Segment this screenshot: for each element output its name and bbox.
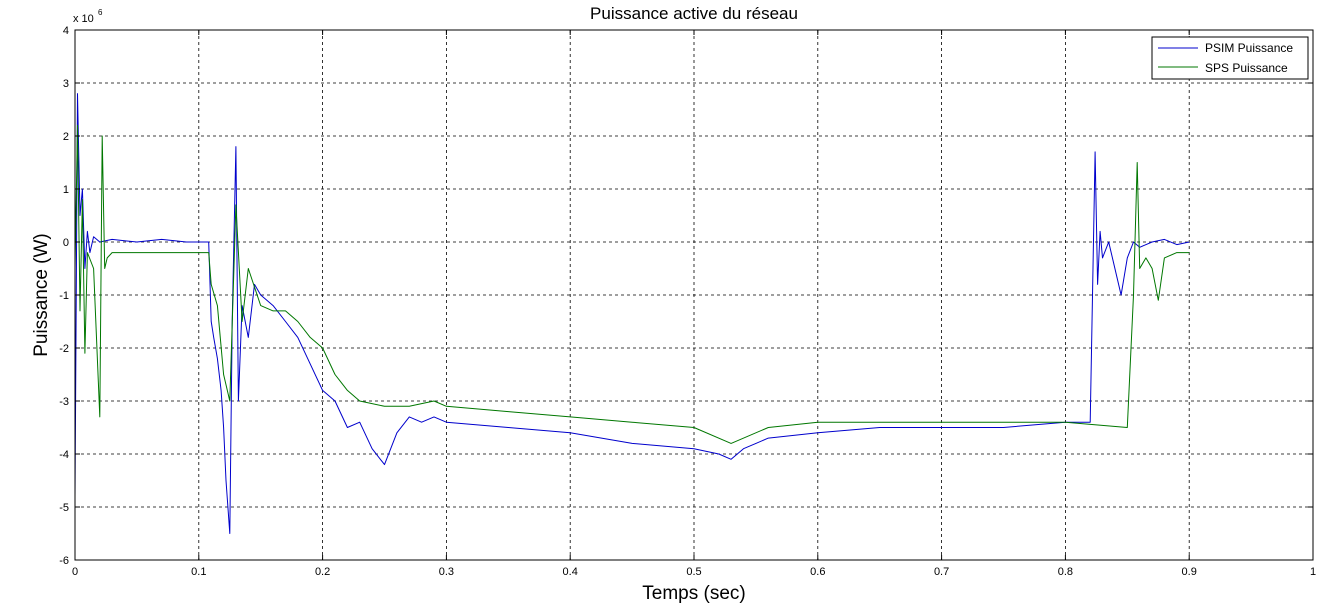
y-tick-label-2: -4 bbox=[59, 449, 69, 461]
y-exponent-base: x 10 bbox=[73, 13, 94, 25]
legend-label-sps: SPS Puissance bbox=[1205, 61, 1288, 75]
x-tick-label-3: 0.3 bbox=[439, 566, 454, 578]
y-tick-label-5: -1 bbox=[59, 290, 69, 302]
x-tick-label-2: 0.2 bbox=[315, 566, 330, 578]
series-line-sps bbox=[74, 124, 1190, 444]
x-tick-label-4: 0.4 bbox=[563, 566, 578, 578]
y-tick-label-6: 0 bbox=[63, 237, 69, 249]
legend: PSIM Puissance SPS Puissance bbox=[1151, 36, 1309, 80]
x-tick-label-8: 0.8 bbox=[1058, 566, 1073, 578]
y-tick-label-3: -3 bbox=[59, 396, 69, 408]
y-tick-label-4: -2 bbox=[59, 343, 69, 355]
x-axis-ticks: 0 0.1 0.2 0.3 0.4 0.5 0.6 0.7 0.8 0.9 1 bbox=[72, 30, 1316, 578]
chart-title: Puissance active du réseau bbox=[590, 4, 798, 23]
x-tick-label-7: 0.7 bbox=[934, 566, 949, 578]
x-tick-label-0: 0 bbox=[72, 566, 78, 578]
y-tick-label-1: -5 bbox=[59, 502, 69, 514]
legend-box bbox=[1151, 36, 1309, 80]
grid bbox=[75, 30, 1313, 560]
legend-label-psim: PSIM Puissance bbox=[1205, 41, 1293, 55]
x-tick-label-9: 0.9 bbox=[1182, 566, 1197, 578]
x-tick-label-5: 0.5 bbox=[686, 566, 701, 578]
y-tick-label-0: -6 bbox=[59, 555, 69, 567]
series-line-psim bbox=[74, 93, 1190, 534]
y-axis-ticks: -6 -5 -4 -3 -2 -1 0 1 2 3 4 bbox=[59, 25, 1313, 567]
x-axis-label: Temps (sec) bbox=[642, 583, 745, 604]
x-tick-label-6: 0.6 bbox=[810, 566, 825, 578]
y-tick-label-7: 1 bbox=[63, 184, 69, 196]
y-exponent-power: 6 bbox=[98, 8, 103, 17]
y-axis-label: Puissance (W) bbox=[31, 233, 52, 357]
x-tick-label-10: 1 bbox=[1310, 566, 1316, 578]
x-tick-label-1: 0.1 bbox=[191, 566, 206, 578]
y-tick-label-8: 2 bbox=[63, 131, 69, 143]
series-layer bbox=[74, 93, 1190, 534]
y-tick-label-10: 4 bbox=[63, 25, 69, 37]
y-tick-label-9: 3 bbox=[63, 78, 69, 90]
